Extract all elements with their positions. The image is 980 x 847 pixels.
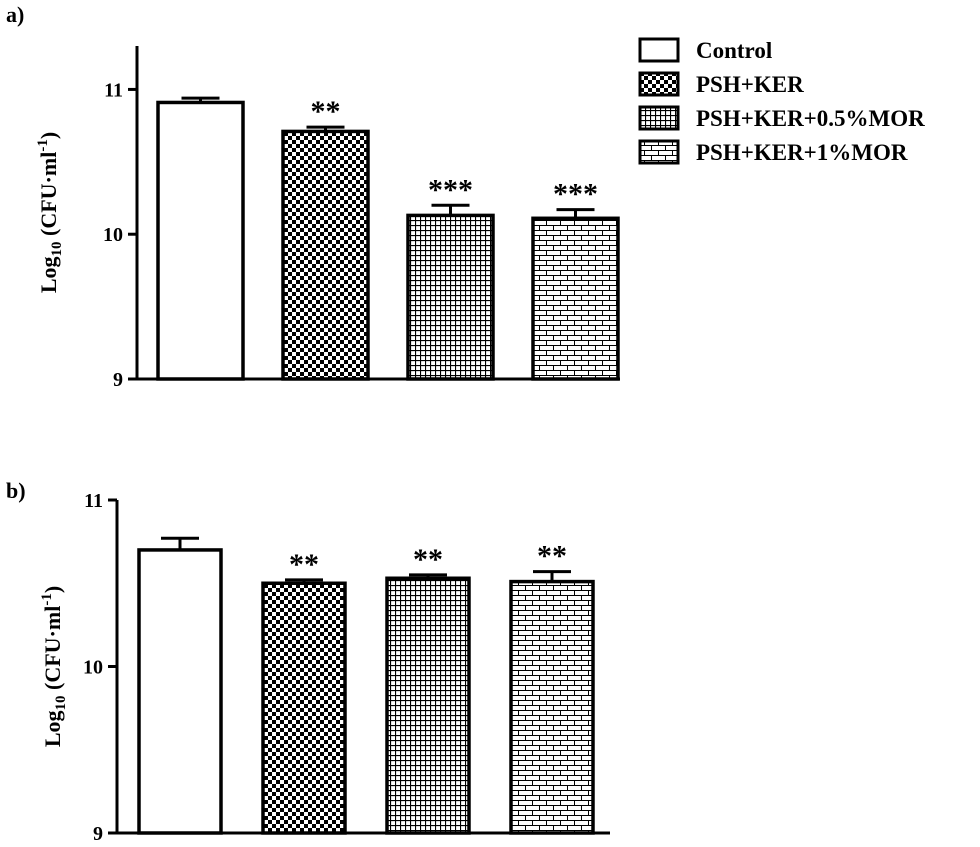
- legend-label: PSH+KER+1%MOR: [696, 140, 908, 165]
- significance-label: ***: [553, 178, 598, 211]
- panel-a-ylabel: Log10 (CFU·ml-1): [35, 132, 65, 293]
- ylabel-superscript: -1: [39, 593, 55, 606]
- bar: [281, 129, 370, 381]
- panel-b-label: b): [6, 478, 26, 503]
- panel-b-plot: 9 10 11 ** ** **: [83, 490, 610, 845]
- ylabel-unit-start: (CFU·ml: [40, 606, 65, 696]
- ylabel-subscript: 10: [49, 241, 65, 256]
- significance-label: **: [289, 548, 319, 581]
- legend-swatch: [638, 37, 680, 63]
- bar: [531, 216, 620, 381]
- y-tick-label: 9: [93, 823, 103, 845]
- panel-b-ylabel: Log10 (CFU·ml-1): [39, 586, 69, 747]
- legend-swatch: [638, 105, 680, 131]
- ylabel-superscript: -1: [35, 139, 51, 152]
- bar: [406, 213, 495, 381]
- significance-label: **: [311, 95, 341, 128]
- significance-label: **: [537, 540, 567, 573]
- legend-label: PSH+KER+0.5%MOR: [696, 106, 925, 131]
- ylabel-unit-start: (CFU·ml: [36, 152, 61, 242]
- bar: [137, 548, 223, 835]
- bar: [385, 576, 471, 835]
- y-tick-label: 9: [113, 369, 123, 391]
- bar: [261, 581, 347, 835]
- panel-a-label: a): [6, 2, 24, 27]
- y-tick-label: 11: [104, 79, 123, 101]
- ylabel-unit-end: ): [36, 132, 61, 139]
- significance-label: ***: [428, 173, 473, 206]
- legend-label: Control: [696, 38, 772, 63]
- significance-label: **: [413, 543, 443, 576]
- y-tick-label: 10: [83, 657, 103, 679]
- bar: [509, 579, 595, 835]
- y-tick-label: 11: [84, 490, 103, 512]
- ylabel-subscript: 10: [53, 695, 69, 710]
- bar: [156, 100, 245, 381]
- legend-swatch: [638, 139, 680, 165]
- legend-label: PSH+KER: [696, 72, 804, 97]
- ylabel-unit-end: ): [40, 586, 65, 593]
- ylabel-main: Log: [36, 256, 61, 293]
- y-tick-label: 10: [103, 224, 123, 246]
- legend-swatch: [638, 71, 680, 97]
- legend: Control PSH+KER PSH+KER+0.5%MOR PSH+KER+1%M…: [638, 37, 925, 165]
- ylabel-main: Log: [40, 710, 65, 747]
